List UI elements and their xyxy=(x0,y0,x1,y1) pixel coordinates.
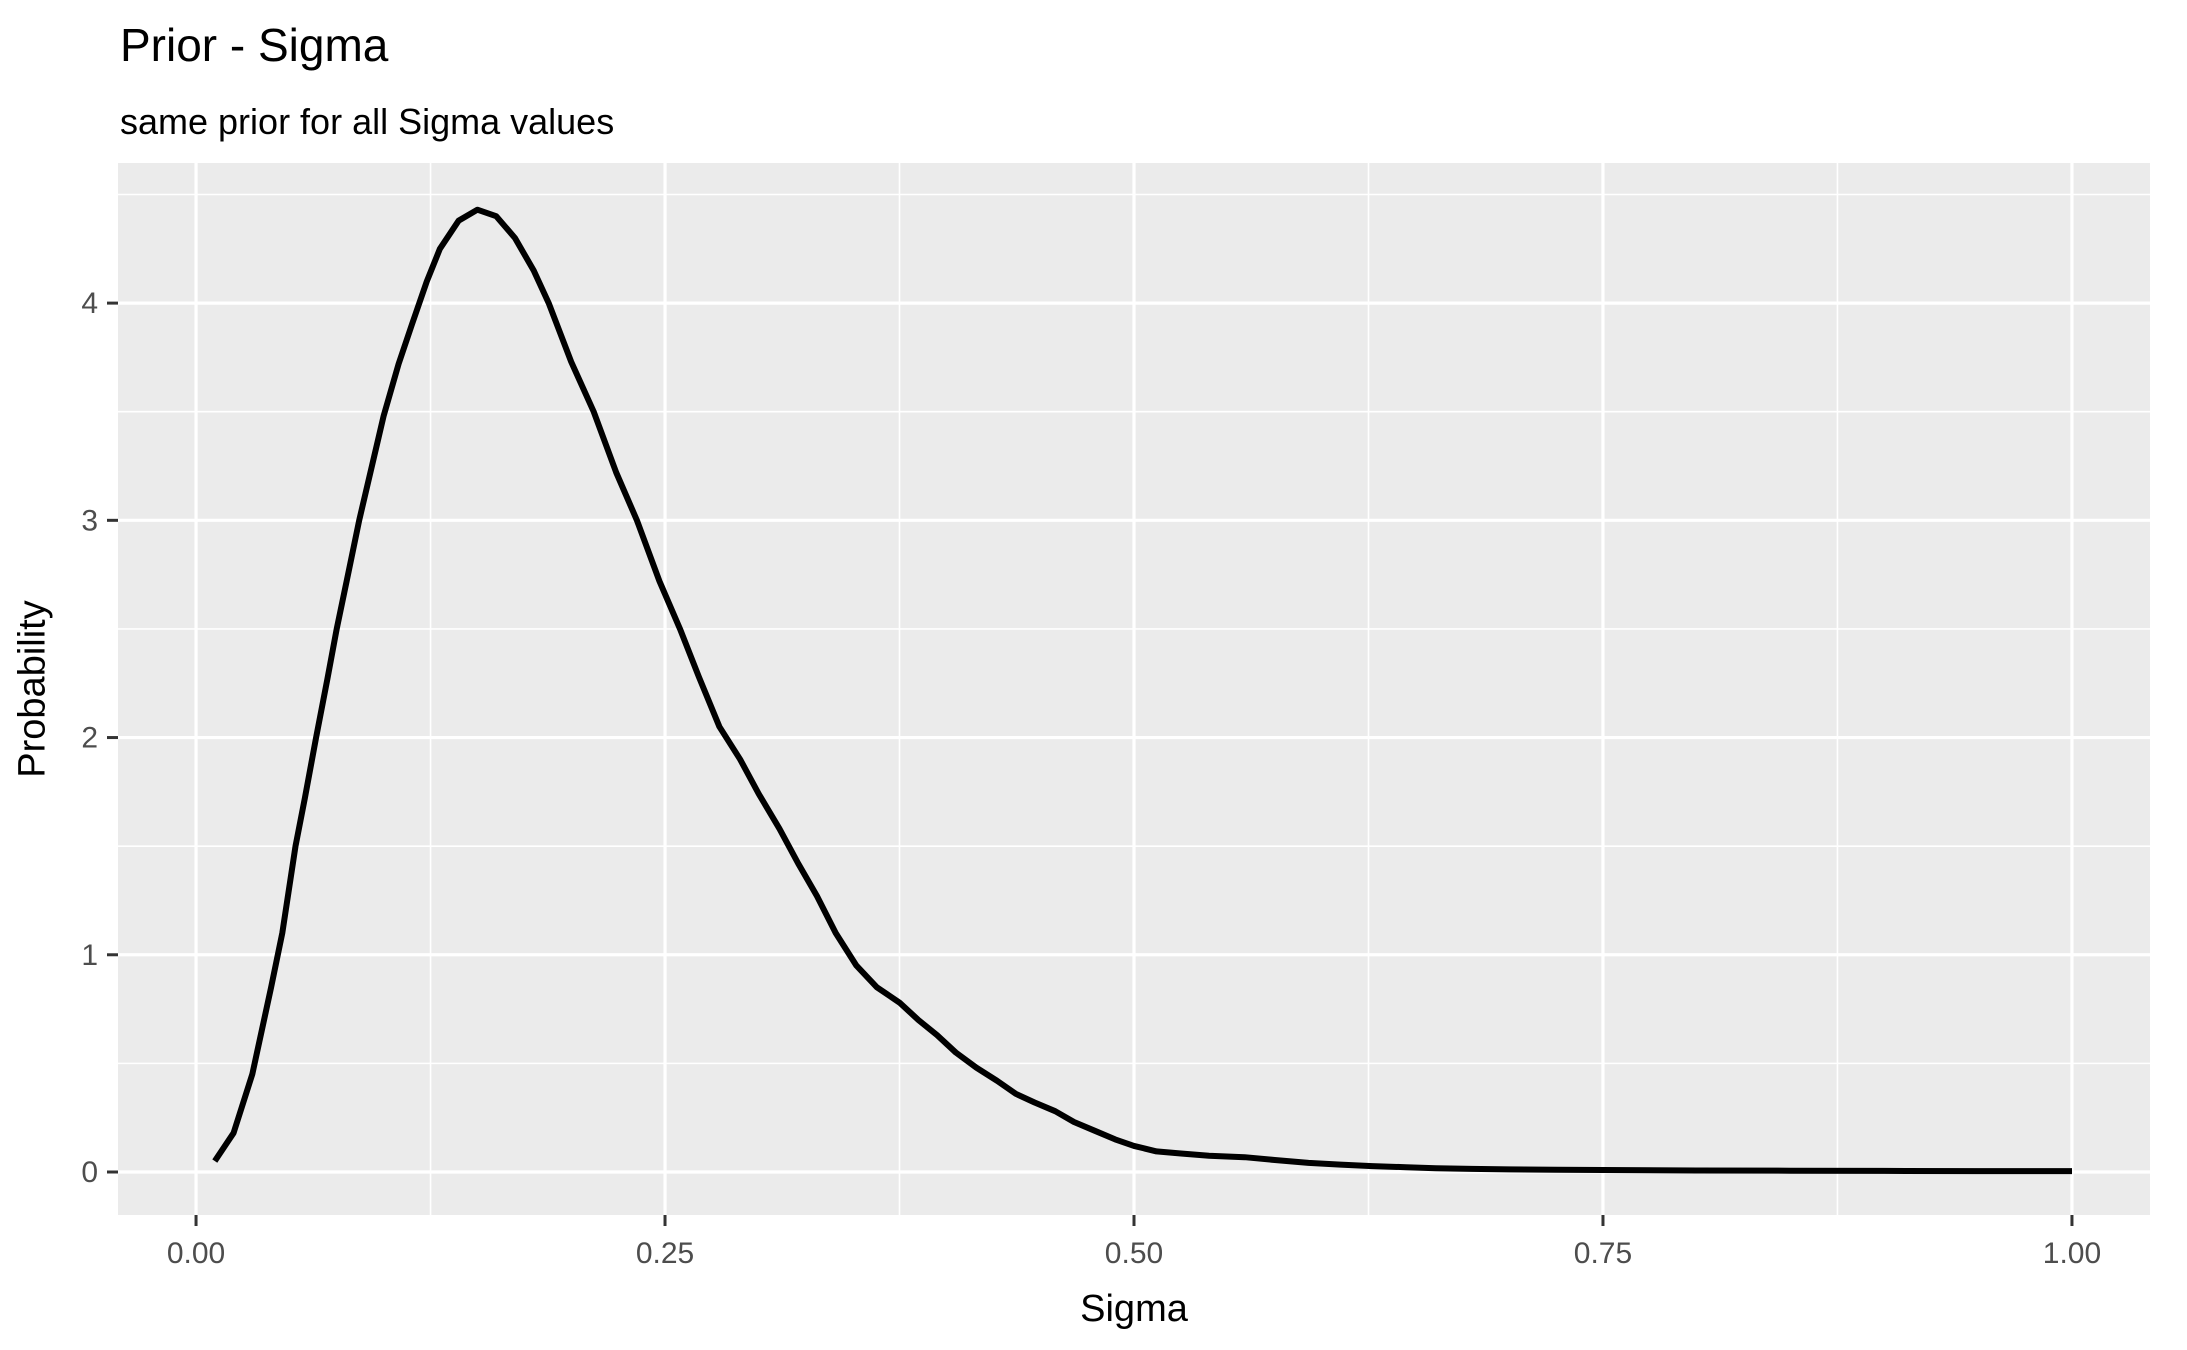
x-tick-label: 1.00 xyxy=(2043,1237,2101,1270)
plot-subtitle: same prior for all Sigma values xyxy=(120,101,615,142)
x-axis-title: Sigma xyxy=(1080,1288,1188,1330)
x-tick-label: 0.75 xyxy=(1574,1237,1632,1270)
density-curve xyxy=(212,206,2072,1175)
y-tick-label: 2 xyxy=(81,722,98,755)
y-tick-label: 0 xyxy=(81,1156,98,1189)
plot-title: Prior - Sigma xyxy=(120,19,389,71)
y-tick-label: 3 xyxy=(81,504,98,537)
x-tick-label: 0.00 xyxy=(167,1237,225,1270)
x-tick-label: 0.25 xyxy=(636,1237,694,1270)
y-tick-label: 4 xyxy=(81,287,98,320)
y-tick-label: 1 xyxy=(81,939,98,972)
x-tick-label: 0.50 xyxy=(1105,1237,1163,1270)
